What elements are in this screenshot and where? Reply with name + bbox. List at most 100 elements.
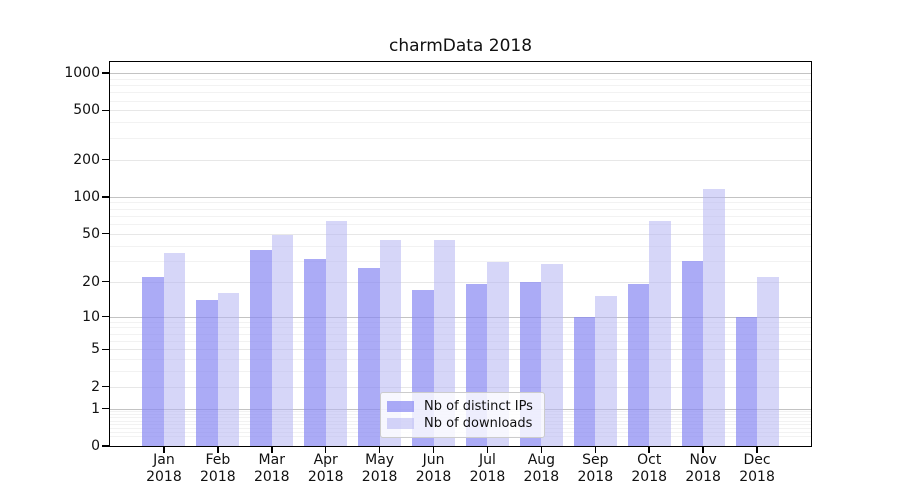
bar xyxy=(217,293,240,446)
x-tick-label: Aug 2018 xyxy=(523,452,560,485)
x-tick-label: Nov 2018 xyxy=(685,452,721,485)
y-axis-tick xyxy=(102,158,110,161)
x-axis-tick xyxy=(756,446,758,453)
legend-label: Nb of distinct IPs xyxy=(424,399,533,414)
x-tick-label: May 2018 xyxy=(361,452,398,485)
bar xyxy=(163,252,186,446)
legend-item-downloads: Nb of downloads xyxy=(387,416,536,431)
bar xyxy=(627,284,650,446)
y-tick-label: 50 xyxy=(82,225,100,242)
gridline xyxy=(110,85,811,87)
gridline xyxy=(110,122,811,124)
bar xyxy=(196,299,218,446)
legend-label: Nb of downloads xyxy=(424,416,533,431)
bar xyxy=(703,188,725,446)
y-axis-tick xyxy=(102,72,110,74)
bar xyxy=(541,264,563,446)
x-tick-label: Dec 2018 xyxy=(739,452,775,485)
bar xyxy=(681,260,704,446)
bar xyxy=(304,258,326,446)
y-axis-tick xyxy=(102,445,110,447)
gridline xyxy=(110,327,811,329)
bar xyxy=(595,296,617,446)
bar xyxy=(325,221,348,446)
x-axis-tick xyxy=(324,446,327,453)
x-axis-tick xyxy=(163,446,165,453)
x-axis-tick xyxy=(432,446,435,453)
x-axis-tick xyxy=(486,446,489,453)
gridline xyxy=(110,333,811,335)
x-tick-label: Jul 2018 xyxy=(469,452,506,485)
y-tick-label: 1000 xyxy=(64,65,100,81)
x-tick-label: Apr 2018 xyxy=(307,452,344,485)
gridline xyxy=(110,359,811,361)
gridline xyxy=(110,215,811,217)
legend-swatch-distinct-ips xyxy=(387,401,414,412)
x-axis-tick xyxy=(594,446,597,453)
y-tick-label: 5 xyxy=(91,341,100,358)
bar xyxy=(142,276,164,446)
y-axis-tick xyxy=(102,196,110,198)
gridline xyxy=(110,208,811,210)
bar xyxy=(358,268,380,446)
gridline xyxy=(110,349,811,351)
x-tick-label: Jan 2018 xyxy=(146,452,182,485)
x-axis-tick xyxy=(540,446,543,453)
x-axis-tick xyxy=(702,446,704,453)
bar xyxy=(735,316,758,446)
bar xyxy=(250,249,272,446)
gridline xyxy=(110,73,811,74)
y-tick-label: 2 xyxy=(91,378,100,395)
y-tick-label: 1 xyxy=(91,400,100,417)
gridline xyxy=(110,321,811,323)
gridline xyxy=(110,110,811,112)
y-axis-tick xyxy=(102,232,110,235)
x-axis-tick xyxy=(378,446,381,453)
y-axis-tick xyxy=(102,109,110,112)
x-tick-label: Jun 2018 xyxy=(415,452,452,485)
gridline xyxy=(110,202,811,204)
legend-swatch-downloads xyxy=(387,418,414,429)
chart-title: charmData 2018 xyxy=(388,36,533,56)
gridline xyxy=(110,386,811,388)
y-axis-tick xyxy=(102,315,110,318)
x-tick-label: Oct 2018 xyxy=(631,452,668,485)
gridline xyxy=(110,233,811,235)
x-axis-tick xyxy=(217,446,219,453)
y-axis-tick xyxy=(102,280,110,283)
y-axis-tick xyxy=(102,385,110,388)
bar xyxy=(573,316,596,446)
gridline xyxy=(110,340,811,342)
gridline xyxy=(110,245,811,247)
bar xyxy=(757,276,779,446)
bar xyxy=(649,221,671,446)
plot-area xyxy=(110,62,811,446)
gridline xyxy=(110,78,811,80)
x-axis-tick xyxy=(648,446,650,453)
y-tick-label: 500 xyxy=(73,102,100,119)
legend-item-distinct-ips: Nb of distinct IPs xyxy=(387,399,536,414)
gridline xyxy=(110,260,811,262)
gridline xyxy=(110,92,811,94)
gridline xyxy=(110,316,811,318)
bar xyxy=(271,234,294,446)
y-tick-label: 200 xyxy=(73,151,100,168)
y-axis-tick xyxy=(102,348,110,350)
y-axis-tick xyxy=(102,407,110,410)
gridline xyxy=(110,137,811,139)
gridline xyxy=(110,100,811,102)
gridline xyxy=(110,159,811,161)
x-tick-label: Sep 2018 xyxy=(577,452,614,485)
gridline xyxy=(110,281,811,283)
x-tick-label: Mar 2018 xyxy=(253,452,290,485)
y-tick-label: 10 xyxy=(82,308,100,325)
y-tick-label: 20 xyxy=(82,273,100,290)
y-tick-label: 100 xyxy=(73,188,100,205)
gridline xyxy=(110,371,811,373)
gridline xyxy=(110,196,811,198)
x-axis-tick xyxy=(271,446,273,453)
legend: Nb of distinct IPs Nb of downloads xyxy=(380,392,545,438)
x-tick-label: Feb 2018 xyxy=(200,452,236,485)
y-tick-label: 0 xyxy=(91,438,100,454)
